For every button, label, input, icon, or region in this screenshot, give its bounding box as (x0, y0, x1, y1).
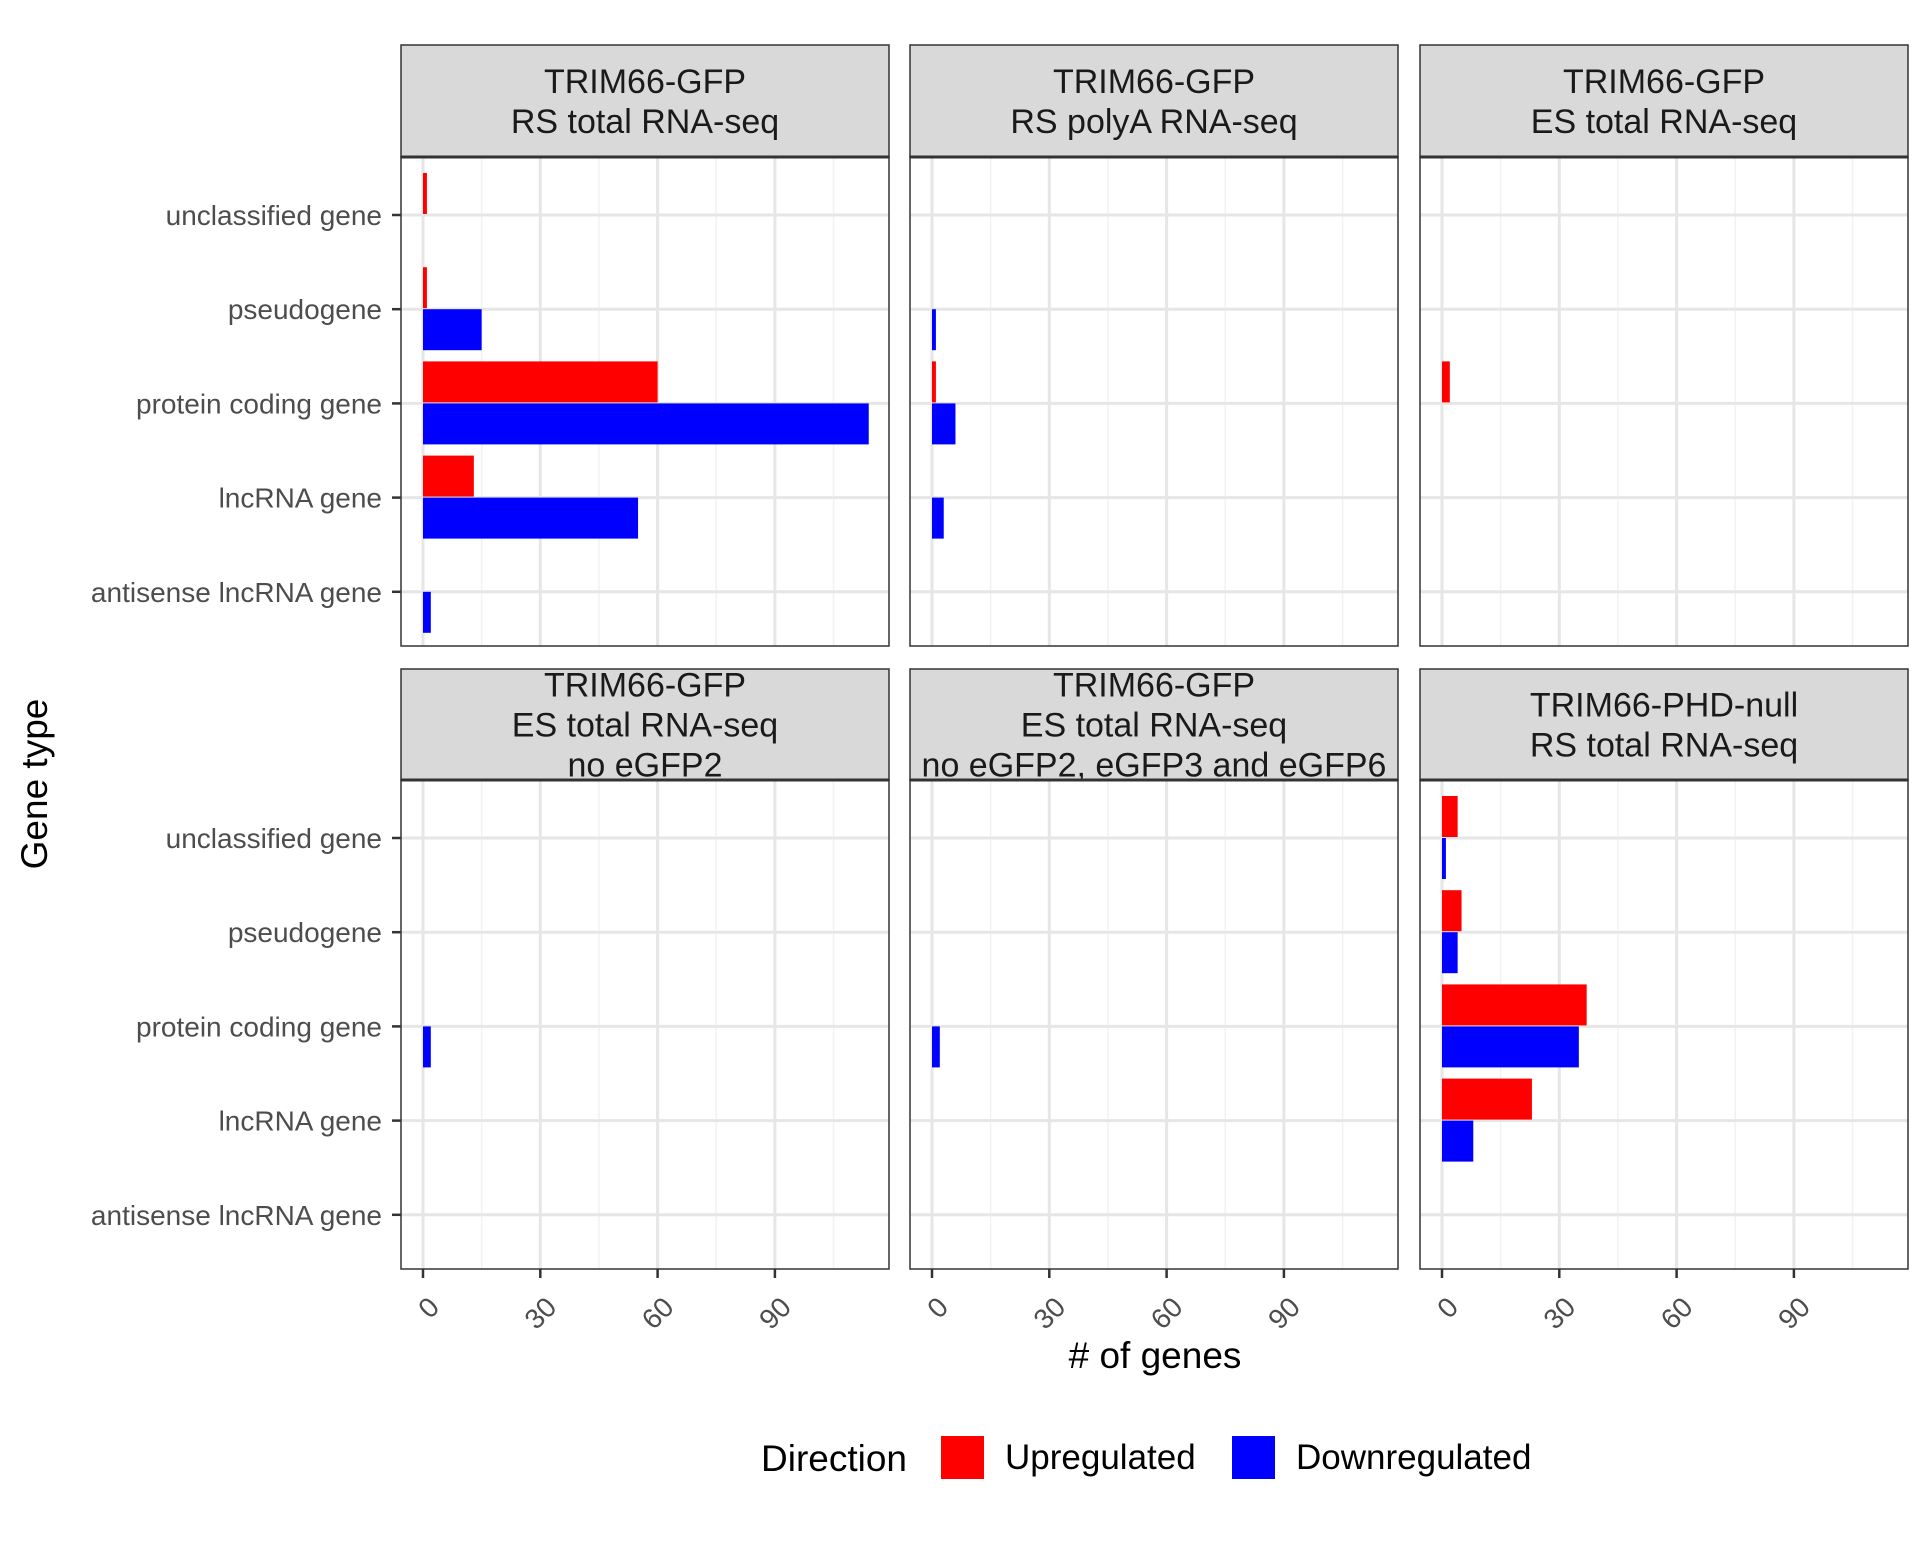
facet-strip (1419, 44, 1909, 158)
panel-background (910, 157, 1398, 646)
panel-background (910, 780, 1398, 1269)
bar-downregulated (423, 403, 869, 445)
facet-title-line: RS total RNA-seq (511, 103, 779, 141)
facet-title-line: RS polyA RNA-seq (1010, 103, 1297, 141)
bar-upregulated (423, 173, 427, 214)
facet-title-line: TRIM66-GFP (1053, 63, 1255, 101)
y-tick-label: lncRNA gene (219, 483, 382, 514)
facet-title-line: TRIM66-GFP (544, 63, 746, 101)
facet-title-line: RS total RNA-seq (1530, 727, 1798, 765)
legend-label-downregulated: Downregulated (1296, 1438, 1531, 1477)
x-tick-label: 90 (1772, 1291, 1816, 1335)
bar-upregulated (1442, 796, 1458, 837)
bar-upregulated (423, 361, 658, 403)
bar-downregulated (1442, 1026, 1579, 1068)
x-tick-label: 60 (1655, 1291, 1699, 1335)
facet-title-line: no eGFP2 (568, 747, 723, 785)
facet-strip (1419, 668, 1909, 781)
x-tick-label: 30 (1537, 1291, 1581, 1335)
y-tick-label: protein coding gene (136, 388, 382, 419)
bar-upregulated (1442, 361, 1450, 403)
facet-title-line: no eGFP2, eGFP3 and eGFP6 (922, 747, 1387, 785)
facet-strip (400, 44, 890, 158)
y-tick-label: antisense lncRNA gene (91, 1200, 382, 1231)
bar-upregulated (1442, 1078, 1532, 1120)
y-tick-label: pseudogene (228, 917, 382, 948)
x-tick-label: 90 (1262, 1291, 1306, 1335)
bar-upregulated (1442, 984, 1587, 1026)
bar-downregulated (1442, 932, 1458, 974)
x-tick-label: 90 (753, 1291, 797, 1335)
facet-title-line: TRIM66-GFP (1563, 63, 1765, 101)
panel-background (1420, 157, 1908, 646)
bar-upregulated (1442, 890, 1462, 932)
bar-downregulated (932, 309, 936, 351)
x-tick-label: 0 (1431, 1291, 1464, 1324)
x-tick-label: 0 (921, 1291, 954, 1324)
bar-downregulated (423, 591, 431, 633)
legend-label-upregulated: Upregulated (1005, 1438, 1196, 1477)
bar-downregulated (932, 1026, 940, 1068)
legend-key-downregulated (1232, 1436, 1275, 1479)
bar-downregulated (1442, 1120, 1474, 1162)
x-tick-label: 60 (1145, 1291, 1189, 1335)
bar-downregulated (932, 403, 956, 445)
bar-upregulated (423, 267, 427, 309)
x-tick-label: 30 (1027, 1291, 1071, 1335)
facet-title-line: ES total RNA-seq (1531, 103, 1797, 141)
facet-strip (909, 44, 1399, 158)
x-tick-label: 30 (518, 1291, 562, 1335)
panel-background (401, 780, 889, 1269)
y-tick-label: antisense lncRNA gene (91, 577, 382, 608)
facet-title-line: TRIM66-PHD-null (1530, 687, 1798, 725)
facet-strip (400, 668, 890, 781)
y-tick-label: unclassified gene (166, 200, 382, 231)
y-tick-label: unclassified gene (166, 823, 382, 854)
bar-downregulated (423, 309, 482, 351)
legend-key-upregulated (941, 1436, 984, 1479)
bar-upregulated (932, 361, 936, 403)
x-tick-label: 0 (412, 1291, 445, 1324)
legend-title: Direction (761, 1438, 907, 1479)
y-tick-label: protein coding gene (136, 1011, 382, 1042)
bar-downregulated (932, 497, 944, 539)
bar-downregulated (1442, 838, 1446, 879)
facet-title-line: TRIM66-GFP (544, 667, 746, 705)
facet-title-line: TRIM66-GFP (1053, 667, 1255, 705)
bar-upregulated (423, 455, 474, 497)
y-tick-label: pseudogene (228, 294, 382, 325)
bar-downregulated (423, 497, 639, 539)
y-tick-label: lncRNA gene (219, 1106, 382, 1137)
facet-strip (909, 668, 1399, 781)
y-axis-title: Gene type (14, 699, 55, 870)
facet-title-line: ES total RNA-seq (512, 707, 778, 745)
bar-downregulated (423, 1026, 431, 1068)
x-axis-title: # of genes (1069, 1335, 1242, 1376)
facet-title-line: ES total RNA-seq (1021, 707, 1287, 745)
x-tick-label: 60 (636, 1291, 680, 1335)
legend: Direction Upregulated Downregulated (761, 1436, 1531, 1479)
